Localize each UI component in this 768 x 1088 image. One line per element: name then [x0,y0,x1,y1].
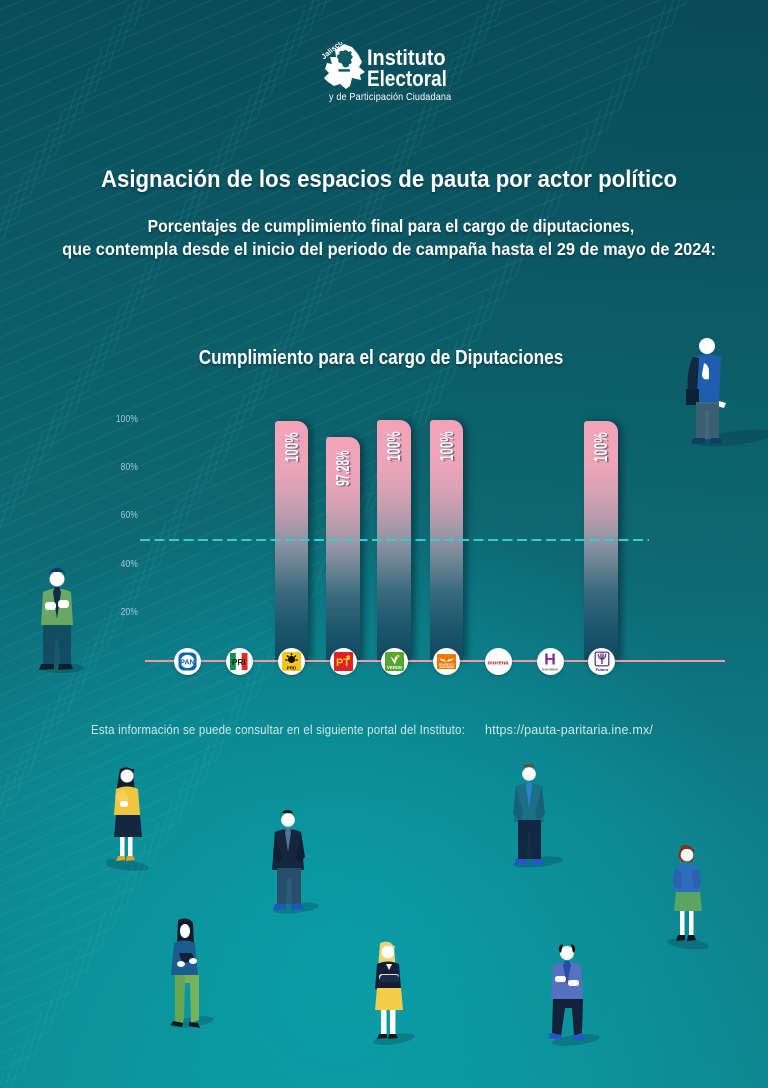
svg-text:H: H [544,652,556,669]
svg-text:MOVIMIENTO: MOVIMIENTO [439,664,454,666]
svg-text:HAGAMOS: HAGAMOS [542,667,558,671]
svg-text:PT: PT [335,657,349,669]
svg-text:PRI: PRI [232,658,246,667]
svg-text:PAN: PAN [180,657,195,666]
svg-text:morena: morena [488,660,510,666]
svg-text:Futuro: Futuro [595,667,608,672]
svg-text:CIUDADANO: CIUDADANO [439,666,453,669]
svg-text:PRD: PRD [286,665,296,670]
svg-text:VERDE: VERDE [387,665,402,670]
